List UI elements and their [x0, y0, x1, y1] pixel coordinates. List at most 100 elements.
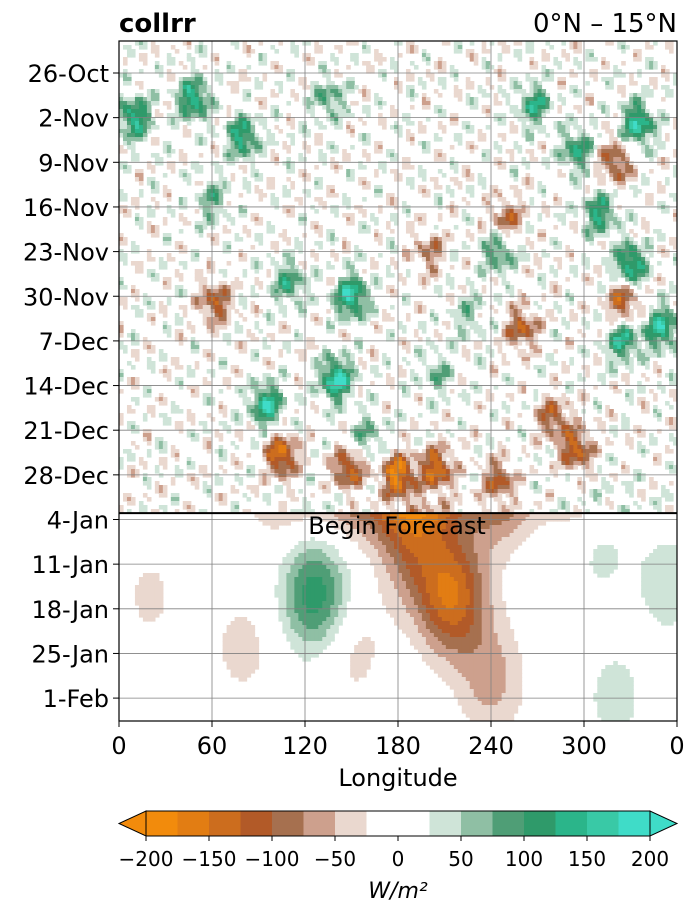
- heat-cell: [170, 93, 176, 98]
- heat-cell: [641, 329, 646, 334]
- heat-cell: [342, 285, 347, 290]
- heat-cell: [146, 125, 152, 130]
- heat-cell: [441, 109, 447, 114]
- heat-cell: [561, 369, 566, 374]
- heat-cell: [270, 181, 276, 186]
- heat-cell: [425, 101, 431, 106]
- heat-cell: [561, 321, 566, 326]
- heat-cell: [342, 265, 347, 270]
- heat-cell: [202, 89, 208, 94]
- heat-cell: [625, 329, 630, 334]
- heat-cell: [657, 369, 662, 374]
- heat-cell: [382, 121, 387, 126]
- heat-cell: [198, 141, 204, 146]
- heat-cell: [338, 73, 343, 78]
- heat-cell: [585, 237, 590, 242]
- heat-cell: [202, 93, 208, 98]
- heat-cell: [453, 317, 459, 322]
- heat-cell: [533, 345, 539, 350]
- heat-cell: [366, 225, 371, 230]
- heat-cell: [290, 77, 295, 82]
- heat-cell: [593, 317, 598, 322]
- heat-cell: [589, 121, 594, 126]
- heat-cell: [525, 209, 531, 214]
- heat-cell: [461, 301, 467, 306]
- heat-cell: [126, 361, 132, 366]
- heat-cell: [318, 149, 323, 154]
- heat-cell: [469, 301, 475, 306]
- heat-cell: [529, 101, 535, 106]
- heat-cell: [318, 317, 323, 322]
- heat-cell: [437, 69, 443, 74]
- heat-cell: [605, 169, 610, 174]
- heat-cell: [350, 125, 355, 130]
- heat-cell: [194, 349, 200, 354]
- heat-cell: [629, 169, 634, 174]
- heat-cell: [358, 281, 363, 286]
- heat-cell: [350, 213, 355, 218]
- heat-cell: [449, 293, 455, 298]
- heat-cell: [226, 149, 232, 154]
- heat-cell: [130, 149, 136, 154]
- heat-cell: [525, 109, 531, 114]
- heat-cell: [150, 89, 156, 94]
- heat-cell: [202, 189, 208, 194]
- heat-cell: [513, 261, 519, 266]
- heat-cell: [190, 253, 196, 258]
- heat-cell: [529, 337, 535, 342]
- heat-cell: [214, 121, 220, 126]
- heat-cell: [585, 57, 590, 62]
- heat-cell: [326, 325, 331, 330]
- heat-cell: [214, 233, 220, 238]
- heat-cell: [545, 353, 551, 358]
- heat-cell: [350, 89, 355, 94]
- heat-cell: [493, 257, 499, 262]
- heat-cell: [549, 237, 555, 242]
- heat-cell: [509, 225, 515, 230]
- heat-cell: [597, 241, 602, 246]
- heat-cell: [593, 353, 598, 358]
- heat-cell: [477, 345, 483, 350]
- heat-cell: [386, 149, 391, 154]
- heat-cell: [645, 141, 650, 146]
- heat-cell: [477, 217, 483, 222]
- heat-cell: [485, 193, 491, 198]
- heat-cell: [178, 317, 184, 322]
- heat-cell: [186, 113, 192, 118]
- heat-cell: [661, 309, 666, 314]
- heat-cell: [362, 141, 367, 146]
- heat-cell: [421, 213, 427, 218]
- heat-cell: [413, 241, 419, 246]
- heat-cell: [366, 313, 371, 318]
- heat-cell: [314, 313, 319, 318]
- heat-cell: [394, 153, 399, 158]
- heat-cell: [186, 93, 192, 98]
- heat-cell: [501, 221, 507, 226]
- heat-cell: [194, 105, 200, 110]
- heat-cell: [669, 89, 674, 94]
- heat-cell: [605, 257, 610, 262]
- heat-cell: [425, 145, 431, 150]
- heat-cell: [429, 257, 435, 262]
- heat-cell: [661, 245, 666, 250]
- heat-cell: [382, 317, 387, 322]
- heat-cell: [613, 217, 618, 222]
- heat-cell: [314, 81, 319, 86]
- heat-cell: [270, 45, 276, 50]
- heat-cell: [278, 129, 284, 134]
- heat-cell: [378, 281, 383, 286]
- heat-cell: [230, 221, 236, 226]
- heat-cell: [465, 173, 471, 178]
- heat-cell: [645, 149, 650, 154]
- heat-cell: [378, 209, 383, 214]
- heat-cell: [282, 229, 287, 234]
- heat-cell: [409, 105, 415, 110]
- heat-cell: [314, 49, 319, 54]
- heat-cell: [374, 305, 379, 310]
- heat-cell: [673, 73, 677, 78]
- heat-cell: [270, 93, 276, 98]
- heat-cell: [346, 129, 351, 134]
- heat-cell: [585, 101, 590, 106]
- heat-cell: [374, 357, 379, 362]
- heat-cell: [158, 309, 164, 314]
